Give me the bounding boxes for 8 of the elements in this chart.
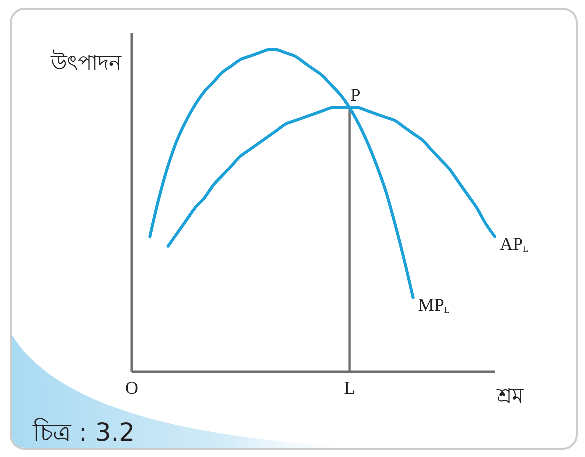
x-tick-label: O [126,378,138,398]
x-axis-title: শ্রম [496,384,524,408]
series-label: MP$_{L}$ [418,294,450,316]
annotation: P [350,84,361,105]
series-label: AP$_{L}$ [500,234,529,254]
y-axis-title: উৎপাদন [50,50,122,75]
text: চিত্র : 3.2 [32,418,136,447]
x-tick-label: L [344,378,356,398]
